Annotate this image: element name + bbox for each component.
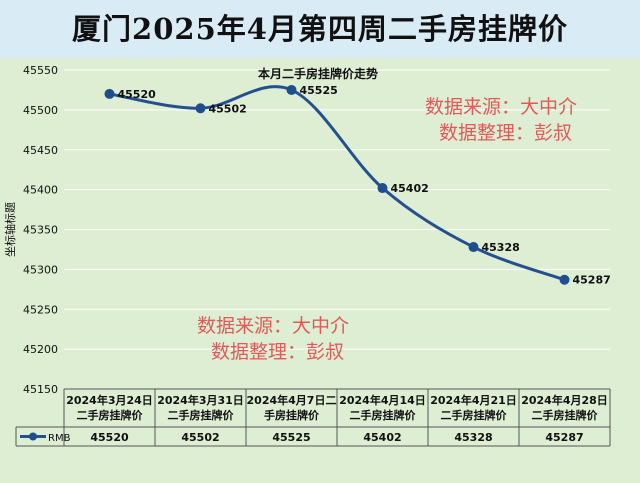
table-value: 45502 (181, 431, 219, 444)
category-label: 2024年4月28日 (521, 393, 608, 407)
watermark-line: 数据来源：大中介 (197, 315, 350, 337)
category-label: 二手房挂牌价 (168, 408, 235, 422)
category-label: 手房挂牌价 (264, 408, 320, 422)
page-title: 厦门2025年4月第四周二手房挂牌价 (72, 12, 568, 46)
watermark-source-bottom: 数据来源：大中介 数据整理：彭叔 (197, 313, 349, 365)
watermark-source-top: 数据来源：大中介 数据整理：彭叔 (425, 94, 577, 146)
y-tick-label: 45200 (23, 343, 58, 356)
y-axis-title: 坐标轴标题 (3, 202, 17, 257)
legend-label: RMB (48, 433, 71, 444)
data-point (286, 84, 297, 95)
y-tick-label: 45500 (23, 104, 58, 117)
data-label: 45287 (573, 274, 611, 287)
data-label: 45502 (209, 102, 247, 115)
data-point (468, 242, 479, 253)
y-tick-label: 45300 (23, 263, 58, 276)
category-label: 2024年4月7日二 (247, 393, 337, 407)
chart-title: 本月二手房挂牌价走势 (258, 66, 378, 81)
y-tick-label: 45250 (23, 303, 58, 316)
category-label: 二手房挂牌价 (77, 408, 144, 422)
data-label: 45520 (118, 88, 157, 101)
data-label: 45525 (300, 84, 338, 97)
table-value: 45287 (545, 431, 583, 444)
y-tick-label: 45450 (23, 144, 58, 157)
category-label: 二手房挂牌价 (441, 408, 508, 422)
watermark-line: 数据整理：彭叔 (439, 122, 573, 144)
watermark-line: 数据整理：彭叔 (211, 341, 345, 363)
y-tick-label: 45150 (23, 383, 58, 396)
y-tick-label: 45350 (23, 224, 58, 237)
category-label: 二手房挂牌价 (532, 408, 599, 422)
table-value: 45402 (363, 431, 401, 444)
category-label: 2024年3月24日 (66, 393, 153, 407)
watermark-line: 数据来源：大中介 (425, 96, 578, 118)
category-label: 二手房挂牌价 (350, 408, 417, 422)
title-bar: 厦门2025年4月第四周二手房挂牌价 (0, 0, 640, 59)
legend-marker (29, 432, 37, 441)
table-value: 45328 (454, 431, 492, 444)
data-point (377, 183, 388, 194)
data-label: 45328 (482, 241, 520, 254)
table-value: 45520 (90, 431, 129, 444)
y-tick-label: 45550 (23, 64, 58, 77)
category-label: 2024年3月31日 (157, 393, 244, 407)
data-point (559, 274, 570, 285)
data-point (195, 103, 206, 114)
category-label: 2024年4月21日 (430, 393, 517, 407)
y-tick-label: 45400 (23, 184, 58, 197)
data-point (104, 88, 115, 99)
data-label: 45402 (391, 182, 429, 195)
table-value: 45525 (272, 431, 310, 444)
category-label: 2024年4月14日 (339, 393, 426, 407)
